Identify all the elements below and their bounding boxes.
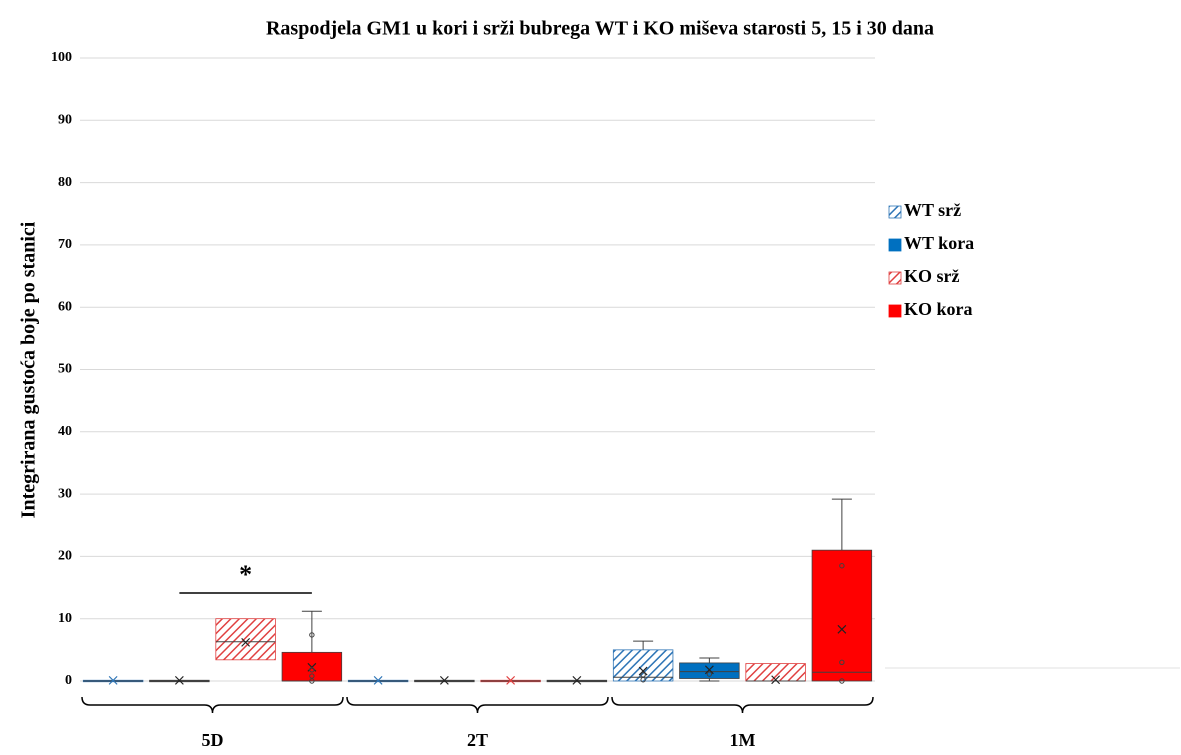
y-tick-label: 10 (58, 611, 72, 626)
mean-marker (241, 637, 251, 647)
box (811, 549, 873, 682)
point (309, 632, 315, 638)
point (640, 672, 646, 678)
mean-marker (638, 666, 648, 676)
box (679, 662, 740, 679)
mean-marker (572, 675, 582, 685)
category-brace (81, 696, 344, 714)
y-tick-label: 50 (58, 362, 72, 377)
y-tick-label: 100 (51, 50, 72, 65)
box (745, 663, 806, 682)
x-tick-label: 2T (467, 730, 488, 750)
point (839, 659, 845, 666)
mean-marker (704, 665, 714, 675)
legend-label: WT kora (904, 233, 974, 253)
legend-swatch (888, 238, 902, 252)
x-tick-label: 1M (730, 730, 756, 750)
mean-marker (439, 675, 449, 685)
mean-marker (506, 675, 516, 685)
y-tick-label: 40 (58, 424, 72, 439)
point (309, 678, 315, 684)
mean-marker (771, 675, 781, 685)
legend-label: WT srž (904, 200, 961, 220)
y-tick-label: 60 (58, 299, 72, 314)
point (640, 677, 646, 683)
point (309, 673, 315, 679)
legend-swatch (888, 205, 902, 219)
legend-swatch (888, 304, 902, 318)
category-brace (611, 696, 874, 714)
mean-marker (174, 675, 184, 685)
y-tick-label: 90 (58, 113, 72, 128)
point (839, 678, 845, 684)
mean-marker (837, 624, 847, 634)
y-tick-label: 80 (58, 175, 72, 190)
box (215, 618, 276, 661)
legend-swatch (888, 271, 902, 285)
y-tick-label: 30 (58, 486, 72, 501)
point (839, 563, 845, 569)
annotation: * (239, 560, 252, 589)
y-tick-label: 70 (58, 237, 72, 252)
x-tick-label: 5D (202, 730, 224, 750)
legend-label: KO srž (904, 266, 960, 286)
box (612, 649, 674, 682)
chart-title: Raspodjela GM1 u kori i srži bubrega WT … (266, 18, 934, 40)
point (309, 667, 315, 673)
mean-marker (108, 675, 118, 685)
y-tick-label: 20 (58, 549, 72, 564)
y-tick-label: 0 (65, 673, 72, 688)
point (706, 671, 713, 677)
mean-marker (373, 675, 383, 685)
y-axis-label: Integrirana gustoća boje po stanici (18, 221, 40, 518)
legend-label: KO kora (904, 299, 973, 319)
category-brace (346, 696, 609, 714)
